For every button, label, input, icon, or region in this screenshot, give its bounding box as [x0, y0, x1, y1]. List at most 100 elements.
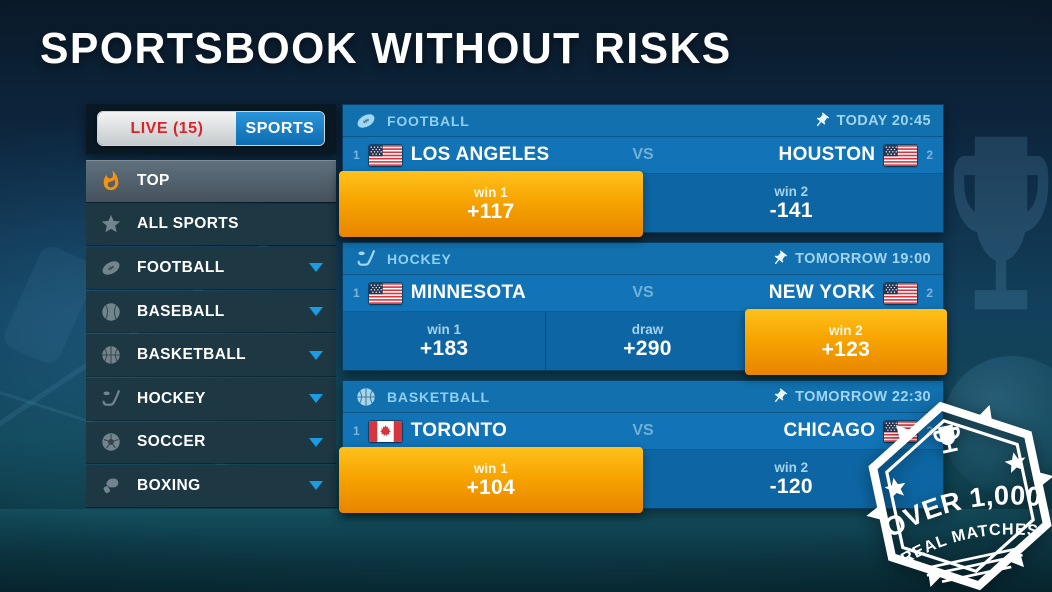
sidebar-item-basketball[interactable]: BASKETBALL: [86, 334, 336, 376]
sidebar-menu: TOP ALL SPORTS FOOTBALL BASEBALL BASKETBALL H…: [86, 160, 336, 507]
soccer-icon: [99, 430, 123, 454]
pushpin-icon: [771, 250, 788, 267]
teams-row: 1 TORONTO VS CHICAGO 2: [343, 413, 943, 450]
badge-outer-hexagon: [868, 401, 1052, 591]
away-team: NEW YORK 2: [643, 282, 933, 304]
odds-row: win 1 +117 win 2 -141: [339, 171, 943, 237]
match-time-text: TOMORROW 19:00: [795, 250, 931, 267]
hockey-icon: [355, 248, 377, 270]
usa-flag: [368, 144, 402, 166]
odds-row: win 1 +104 win 2 -120: [339, 447, 943, 513]
sidebar-item-soccer[interactable]: SOCCER: [86, 421, 336, 464]
odds-cell-win-2[interactable]: win 2 +123: [744, 309, 947, 375]
odds-value: -120: [769, 474, 813, 498]
sidebar-item-all-sports[interactable]: ALL SPORTS: [86, 203, 336, 246]
match-time: TOMORROW 19:00: [771, 250, 931, 267]
odds-label: win 1: [473, 184, 508, 200]
odds-cell-draw[interactable]: draw +290: [545, 312, 749, 370]
flame-icon: [99, 169, 123, 193]
team-number: 2: [926, 424, 933, 438]
odds-cell-win-2[interactable]: win 2 -141: [638, 174, 943, 232]
sidebar-item-label: BASEBALL: [137, 302, 225, 320]
sidebar-item-label: ALL SPORTS: [137, 215, 239, 233]
badge-inner-hexagon: [885, 418, 1035, 574]
home-team: 1 TORONTO: [353, 420, 643, 442]
odds-value: +290: [623, 336, 672, 360]
sidebar-item-label: BOXING: [137, 476, 201, 494]
trophy-silhouette: [953, 136, 1049, 310]
odds-cell-win-1[interactable]: win 1 +104: [339, 447, 643, 513]
team-number: 2: [926, 148, 933, 162]
hockey-icon: [99, 387, 123, 411]
odds-cell-win-1[interactable]: win 1 +183: [343, 312, 546, 370]
usa-flag: [884, 144, 918, 166]
team-name: HOUSTON: [778, 144, 876, 165]
chevron-down-icon[interactable]: [309, 481, 323, 491]
page-title: SPORTSBOOK WITHOUT RISKS: [40, 24, 732, 73]
match-card: FOOTBALL TODAY 20:45 1 LOS ANGELES VS HOUSTON…: [339, 104, 944, 237]
chevron-down-icon[interactable]: [309, 437, 323, 447]
match-card: BASKETBALL TOMORROW 22:30 1 TORONTO VS CHICAG…: [339, 380, 944, 513]
tab-sports[interactable]: SPORTS: [235, 112, 324, 145]
odds-label: win 2: [774, 183, 809, 199]
sidebar-item-label: FOOTBALL: [137, 258, 225, 276]
match-time-text: TOMORROW 22:30: [795, 388, 931, 405]
odds-value: -141: [769, 198, 813, 222]
football-icon: [99, 256, 123, 280]
sport-label: HOCKEY: [387, 250, 452, 267]
odds-value: +123: [821, 337, 871, 361]
team-number: 1: [353, 286, 360, 300]
sidebar-item-football[interactable]: FOOTBALL: [86, 247, 336, 289]
star-icon: [99, 212, 123, 236]
star-icon: [1004, 452, 1026, 473]
vs-label: VS: [632, 422, 654, 439]
vs-label: VS: [632, 284, 654, 301]
odds-row: win 1 +183 draw +290 win 2 +123: [343, 309, 947, 375]
sidebar-item-label: TOP: [137, 172, 170, 190]
match-card-header: BASKETBALL TOMORROW 22:30: [343, 381, 943, 413]
sport-label: FOOTBALL: [387, 112, 470, 129]
football-icon: [355, 110, 377, 132]
odds-label: win 2: [774, 459, 809, 475]
teams-row: 1 LOS ANGELES VS HOUSTON 2: [343, 137, 943, 174]
vs-label: VS: [632, 146, 654, 163]
sport-label: BASKETBALL: [387, 388, 490, 405]
match-card-header: FOOTBALL TODAY 20:45: [343, 105, 943, 137]
odds-label: win 2: [828, 322, 863, 338]
sidebar-item-baseball[interactable]: BASEBALL: [86, 290, 336, 333]
odds-cell-win-1[interactable]: win 1 +117: [339, 171, 643, 237]
match-card-header: HOCKEY TOMORROW 19:00: [343, 243, 943, 275]
sidebar-item-hockey[interactable]: HOCKEY: [86, 377, 336, 420]
home-team: 1 LOS ANGELES: [353, 144, 643, 166]
odds-label: draw: [631, 321, 664, 337]
team-name: TORONTO: [410, 420, 508, 441]
tab-live[interactable]: LIVE (15): [98, 112, 236, 145]
team-name: CHICAGO: [783, 420, 876, 441]
basketball-icon: [355, 386, 377, 408]
chevron-down-icon[interactable]: [309, 307, 323, 317]
chevron-down-icon[interactable]: [309, 350, 323, 360]
baseball-icon: [99, 300, 123, 324]
team-number: 2: [926, 286, 933, 300]
match-time: TODAY 20:45: [813, 112, 931, 129]
chevron-down-icon[interactable]: [309, 263, 323, 273]
home-team: 1 MINNESOTA: [353, 282, 643, 304]
live-sports-toggle: LIVE (15) SPORTS: [97, 111, 325, 146]
match-time-text: TODAY 20:45: [836, 112, 931, 129]
boxing-icon: [99, 474, 123, 498]
odds-value: +183: [419, 336, 469, 360]
team-number: 1: [353, 148, 360, 162]
odds-label: win 1: [427, 321, 462, 337]
chevron-down-icon[interactable]: [309, 394, 323, 404]
sidebar-item-label: SOCCER: [137, 433, 206, 451]
pushpin-icon: [813, 112, 830, 129]
sidebar-item-top[interactable]: TOP: [86, 160, 336, 202]
sidebar-item-label: HOCKEY: [137, 389, 206, 407]
usa-flag: [368, 282, 402, 304]
pushpin-icon: [771, 388, 788, 405]
basketball-icon: [99, 343, 123, 367]
usa-flag: [884, 282, 918, 304]
sidebar-item-boxing[interactable]: BOXING: [86, 465, 336, 507]
sidebar-item-label: BASKETBALL: [137, 346, 247, 364]
